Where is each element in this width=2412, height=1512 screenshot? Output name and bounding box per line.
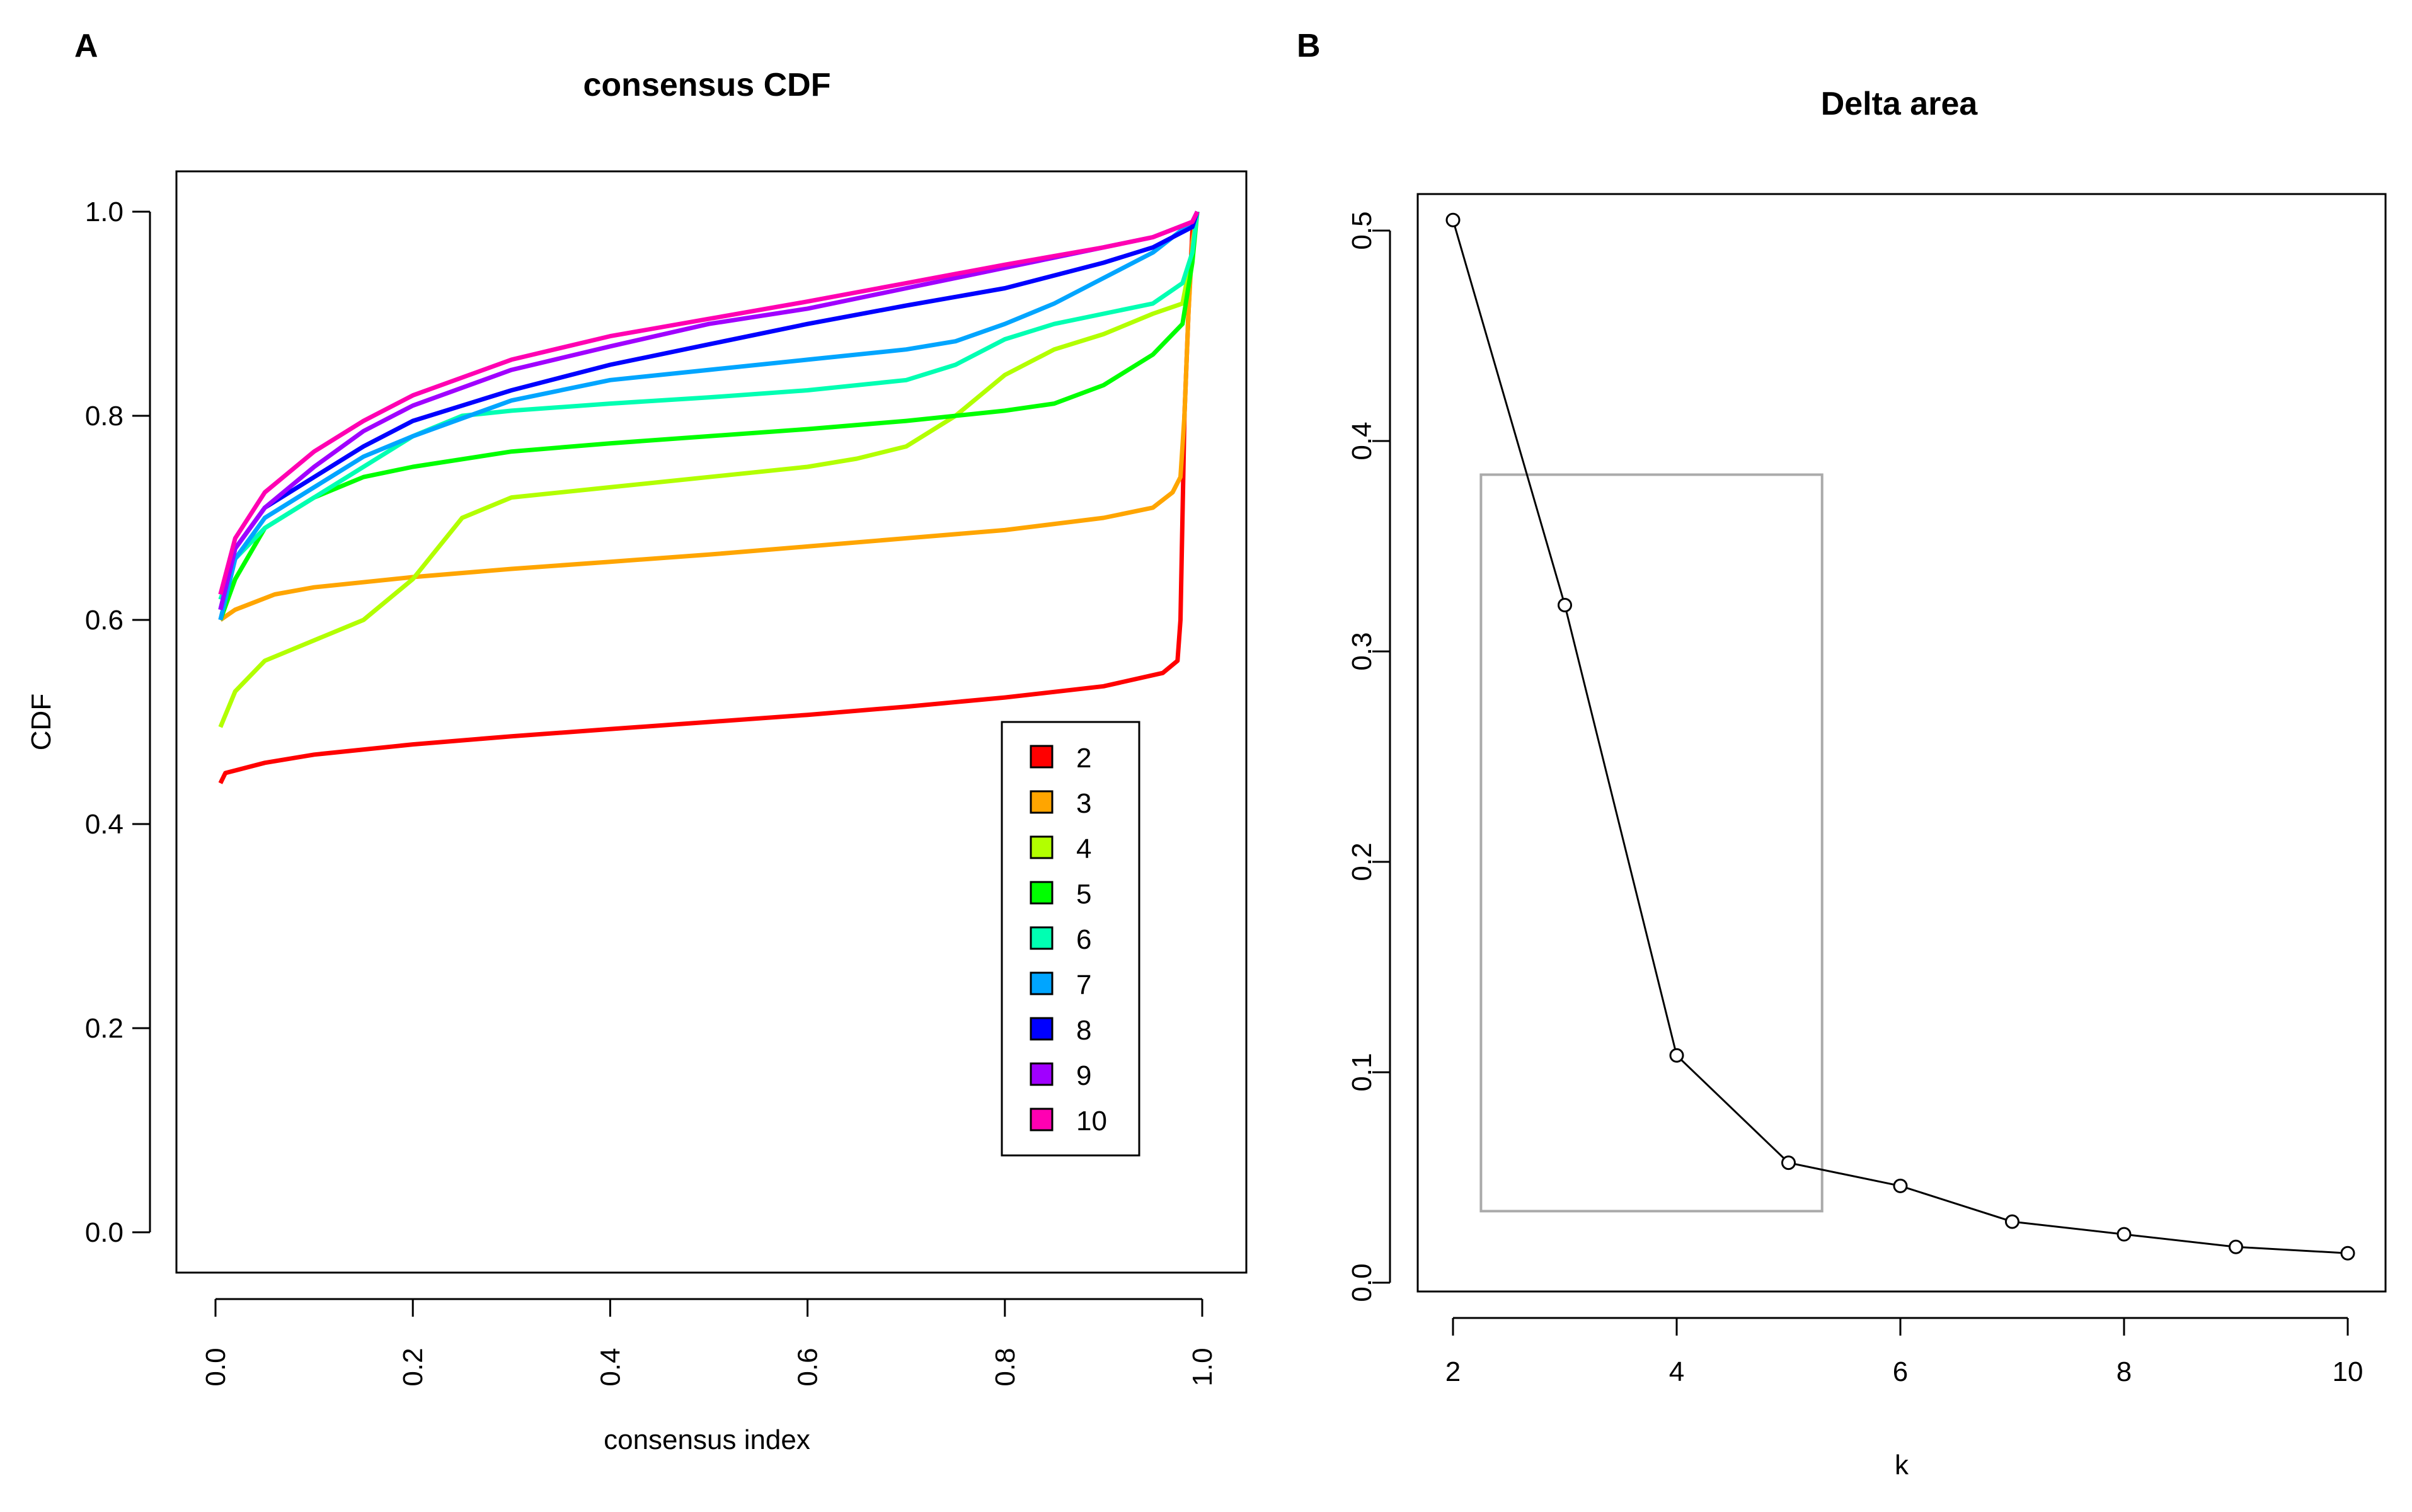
panel-a-x-tick-label: 0.0 xyxy=(200,1348,231,1386)
panel-b-plot-frame xyxy=(1416,193,2387,1293)
legend-label-k2: 2 xyxy=(1076,743,1091,774)
cdf-line-k7 xyxy=(218,210,1200,621)
legend-swatch-k5 xyxy=(1030,881,1054,905)
panel-b-y-tick-label: 0.0 xyxy=(1347,1263,1377,1302)
delta-area-point-k10 xyxy=(2340,1246,2355,1261)
panel-a-x-tick-label: 0.6 xyxy=(793,1348,824,1386)
panel-b-x-tick-label: 10 xyxy=(2333,1356,2363,1387)
panel-a-ylabel: CDF xyxy=(26,694,57,750)
panel-b-x-tick-label: 8 xyxy=(2116,1356,2132,1387)
legend-swatch-k6 xyxy=(1030,926,1054,950)
cdf-line-k10 xyxy=(218,210,1200,595)
delta-area-point-k8 xyxy=(2116,1227,2132,1242)
panel-a-title: consensus CDF xyxy=(583,67,831,103)
legend-label-k3: 3 xyxy=(1076,788,1091,819)
panel-b-xlabel: k xyxy=(1895,1450,1909,1480)
panel-a-y-tick-label: 1.0 xyxy=(85,197,123,227)
legend-swatch-k7 xyxy=(1030,971,1054,995)
delta-area-point-k3 xyxy=(1558,598,1572,613)
delta-area-point-k9 xyxy=(2229,1239,2243,1254)
cdf-line-k4 xyxy=(218,211,1200,728)
cdf-line-k8 xyxy=(218,210,1200,610)
panel-a-y-tick-label: 0.8 xyxy=(85,401,123,432)
panel-a-y-tick-label: 0.2 xyxy=(85,1013,123,1044)
panel-a-x-tick-label: 0.4 xyxy=(595,1348,626,1386)
panel-b-x-tick-label: 6 xyxy=(1893,1356,1908,1387)
legend-label-k8: 8 xyxy=(1076,1015,1091,1046)
panel-a-plot-frame xyxy=(175,170,1248,1274)
panel-b-y-tick-label: 0.4 xyxy=(1347,421,1377,460)
legend-swatch-k10 xyxy=(1030,1108,1054,1131)
legend-label-k7: 7 xyxy=(1076,970,1091,1000)
panel-a: A consensus CDF consensus index CDF 0.0 0… xyxy=(26,28,1248,1455)
panel-b-y-tick-label: 0.3 xyxy=(1347,632,1377,670)
legend-label-k10: 10 xyxy=(1076,1106,1107,1137)
delta-area-point-k6 xyxy=(1893,1178,1908,1193)
panel-a-y-tick-label: 0.0 xyxy=(85,1217,123,1248)
legend-swatch-k3 xyxy=(1030,790,1054,814)
panel-b-highlight-box xyxy=(1479,473,1823,1213)
panel-b-label: B xyxy=(1297,28,1321,64)
cdf-line-k2 xyxy=(218,211,1200,784)
panel-a-legend: 2 3 4 5 6 7 8 9 10 xyxy=(1001,721,1140,1157)
legend-swatch-k9 xyxy=(1030,1062,1054,1086)
cdf-line-k6 xyxy=(218,211,1200,600)
panel-a-x-tick-label: 0.8 xyxy=(990,1348,1021,1386)
legend-swatch-k2 xyxy=(1030,745,1054,769)
legend-swatch-k8 xyxy=(1030,1017,1054,1041)
panel-a-x-tick-label: 0.2 xyxy=(398,1348,428,1386)
delta-area-point-k5 xyxy=(1781,1155,1796,1171)
cdf-line-k3 xyxy=(219,211,1200,622)
panel-b-y-tick-label: 0.1 xyxy=(1347,1053,1377,1091)
panel-b-title: Delta area xyxy=(1821,86,1978,122)
legend-label-k5: 5 xyxy=(1076,879,1091,910)
cdf-line-k9 xyxy=(218,210,1200,610)
delta-area-point-k7 xyxy=(2005,1214,2019,1229)
cdf-line-k5 xyxy=(218,211,1200,621)
legend-label-k6: 6 xyxy=(1076,924,1091,955)
panel-b: B Delta area k 2 4 6 8 10 0.0 0.1 0.2 0.3 0.4 0.5 xyxy=(1297,28,2387,1480)
delta-area-line xyxy=(1452,219,2348,1254)
panel-a-label: A xyxy=(74,28,98,64)
legend-label-k4: 4 xyxy=(1076,833,1091,864)
panel-a-y-tick-label: 0.4 xyxy=(85,809,123,840)
panel-b-x-tick-label: 2 xyxy=(1445,1356,1461,1387)
panel-a-xlabel: consensus index xyxy=(604,1424,810,1455)
legend-label-k9: 9 xyxy=(1076,1060,1091,1091)
panel-b-y-tick-label: 0.5 xyxy=(1347,211,1377,249)
panel-a-y-tick-label: 0.6 xyxy=(85,605,123,636)
panel-b-y-tick-label: 0.2 xyxy=(1347,842,1377,881)
delta-area-point-k2 xyxy=(1445,212,1461,227)
panel-b-x-tick-label: 4 xyxy=(1669,1356,1684,1387)
panel-a-x-tick-label: 1.0 xyxy=(1187,1348,1218,1386)
delta-area-point-k4 xyxy=(1669,1048,1684,1063)
legend-box xyxy=(1001,721,1140,1157)
legend-swatch-k4 xyxy=(1030,835,1054,859)
